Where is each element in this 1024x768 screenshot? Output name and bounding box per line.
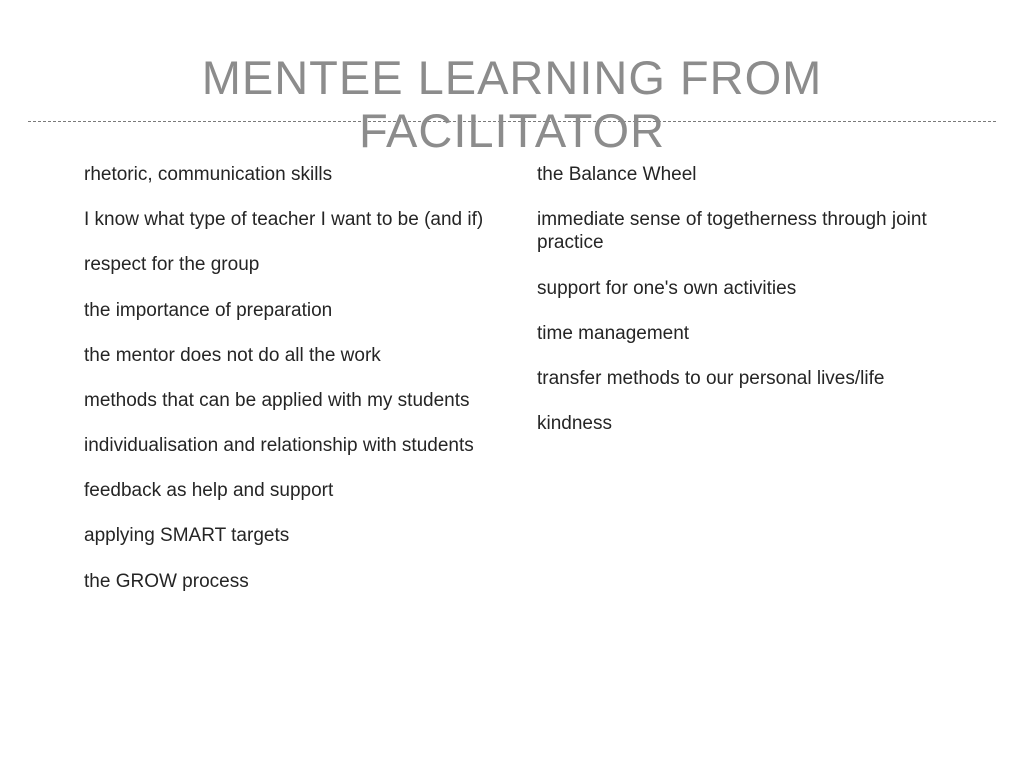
list-item: methods that can be applied with my stud… — [84, 389, 501, 412]
list-item: the mentor does not do all the work — [84, 344, 501, 367]
list-item: transfer methods to our personal lives/l… — [537, 367, 954, 390]
list-item: kindness — [537, 412, 954, 435]
list-item: the Balance Wheel — [537, 163, 954, 186]
list-item: I know what type of teacher I want to be… — [84, 208, 501, 231]
slide-title: MENTEE LEARNING FROM FACILITATOR — [0, 52, 1024, 157]
list-item: support for one's own activities — [537, 277, 954, 300]
list-item: respect for the group — [84, 253, 501, 276]
slide: MENTEE LEARNING FROM FACILITATOR rhetori… — [0, 0, 1024, 768]
list-item: rhetoric, communication skills — [84, 163, 501, 186]
title-line-1: MENTEE LEARNING FROM — [0, 52, 1024, 105]
content-columns: rhetoric, communication skills I know wh… — [84, 163, 954, 615]
list-item: feedback as help and support — [84, 479, 501, 502]
left-column: rhetoric, communication skills I know wh… — [84, 163, 501, 615]
list-item: individualisation and relationship with … — [84, 434, 501, 457]
list-item: immediate sense of togetherness through … — [537, 208, 954, 254]
list-item: applying SMART targets — [84, 524, 501, 547]
title-line-2: FACILITATOR — [0, 105, 1024, 158]
list-item: the GROW process — [84, 570, 501, 593]
list-item: time management — [537, 322, 954, 345]
right-column: the Balance Wheel immediate sense of tog… — [537, 163, 954, 615]
list-item: the importance of preparation — [84, 299, 501, 322]
